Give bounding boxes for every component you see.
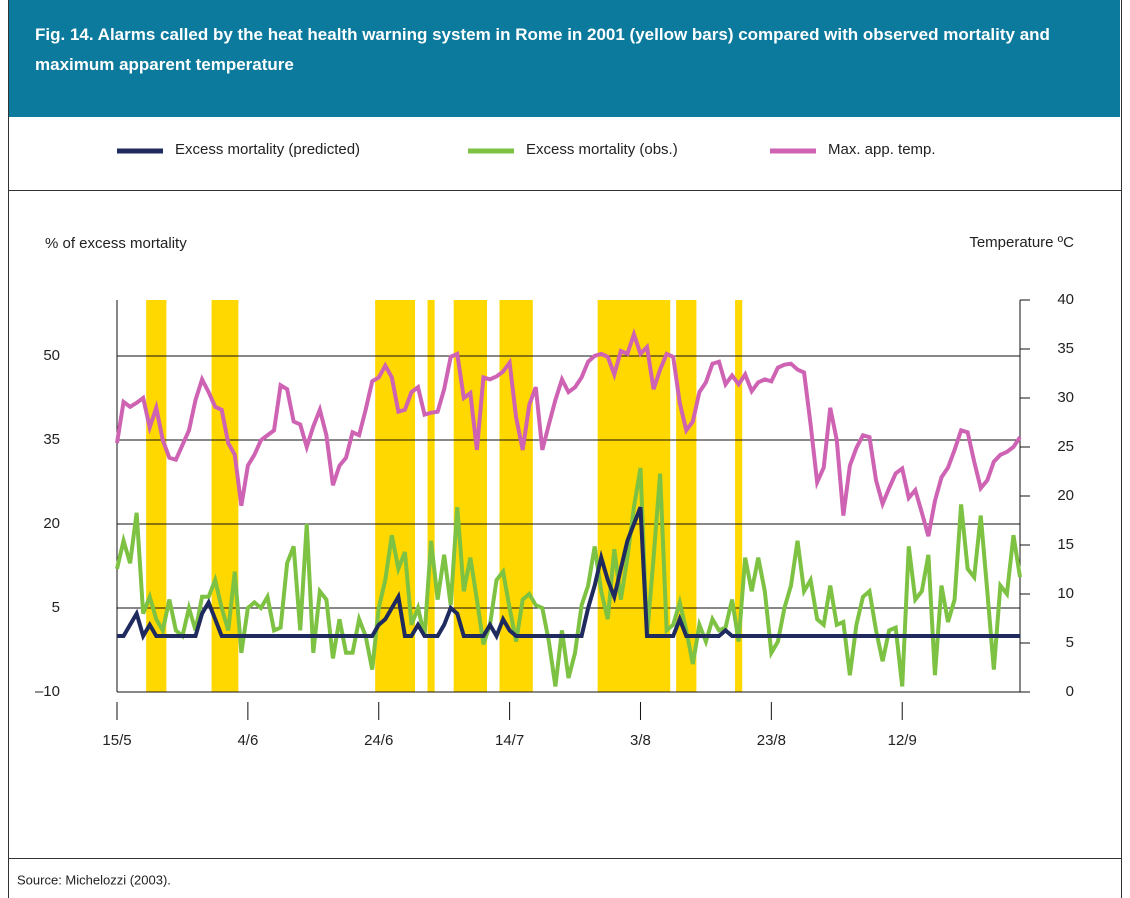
legend-label: Max. app. temp. (828, 141, 936, 158)
y-tick-label: 5 (52, 599, 60, 616)
alarm-bar (623, 300, 631, 692)
header-title: Fig. 14. Alarms called by the heat healt… (9, 0, 1120, 117)
y2-tick-label: 5 (1066, 634, 1074, 651)
x-tick-label: 24/6 (364, 732, 393, 749)
alarm-bar (427, 300, 435, 692)
alarm-bar (224, 300, 232, 692)
alarm-bar (218, 300, 226, 692)
alarm-bar (735, 300, 743, 692)
x-tick-label: 4/6 (237, 732, 258, 749)
alarm-bar (381, 300, 389, 692)
alarm-bar (388, 300, 396, 692)
alarm-bar (610, 300, 618, 692)
x-tick-label: 3/8 (630, 732, 651, 749)
alarm-bar (453, 300, 461, 692)
y2-tick-label: 10 (1057, 585, 1074, 602)
alarm-bar (643, 300, 651, 692)
y-tick-label: 20 (43, 515, 60, 532)
x-tick-label: 12/9 (888, 732, 917, 749)
alarm-bar (512, 300, 520, 692)
legend-label: Excess mortality (obs.) (526, 141, 678, 158)
alarm-bar (460, 300, 468, 692)
alarm-bar (499, 300, 507, 692)
alarm-bar (375, 300, 383, 692)
y2-tick-label: 30 (1057, 389, 1074, 406)
legend-label: Excess mortality (predicted) (175, 141, 360, 158)
y-axis-label: % of excess mortality (45, 235, 187, 252)
alarm-bar (146, 300, 154, 692)
alarm-bar (663, 300, 671, 692)
alarm-bar (506, 300, 514, 692)
alarm-bar (649, 300, 658, 692)
source: Source: Michelozzi (2003). (17, 872, 171, 887)
alarm-bar (597, 300, 605, 692)
alarm-bar (401, 300, 409, 692)
alarm-bar (473, 300, 481, 692)
series-line (115, 327, 1022, 537)
x-tick-label: 14/7 (495, 732, 524, 749)
y2-tick-label: 25 (1057, 438, 1074, 455)
alarm-bar (519, 300, 527, 692)
alarm-bar (676, 300, 684, 692)
alarm-bar (525, 300, 533, 692)
alarm-bar (152, 300, 160, 692)
y2-axis-label: Temperature ºC (969, 234, 1074, 251)
y-tick-label: 35 (43, 431, 60, 448)
alarm-bar (394, 300, 402, 692)
y2-tick-label: 35 (1057, 340, 1074, 357)
alarm-bar (159, 300, 167, 692)
alarm-bar (689, 300, 697, 692)
y2-tick-label: 15 (1057, 536, 1074, 553)
alarm-bar (604, 300, 612, 692)
y2-tick-label: 0 (1066, 683, 1074, 700)
y-tick-label: 50 (43, 347, 60, 364)
series-line (117, 506, 1020, 642)
x-tick-label: 23/8 (757, 732, 786, 749)
alarm-bar (479, 300, 488, 692)
y2-tick-label: 40 (1057, 291, 1074, 308)
alarm-bar (682, 300, 690, 692)
x-tick-label: 15/5 (102, 732, 131, 749)
alarm-bar (617, 300, 625, 692)
y2-tick-label: 20 (1057, 487, 1074, 504)
alarm-bar (407, 300, 416, 692)
y-tick-label: –10 (35, 683, 60, 700)
alarm-bar (466, 300, 474, 692)
alarm-bar (211, 300, 219, 692)
series-line (115, 467, 1022, 687)
alarm-bar (231, 300, 239, 692)
